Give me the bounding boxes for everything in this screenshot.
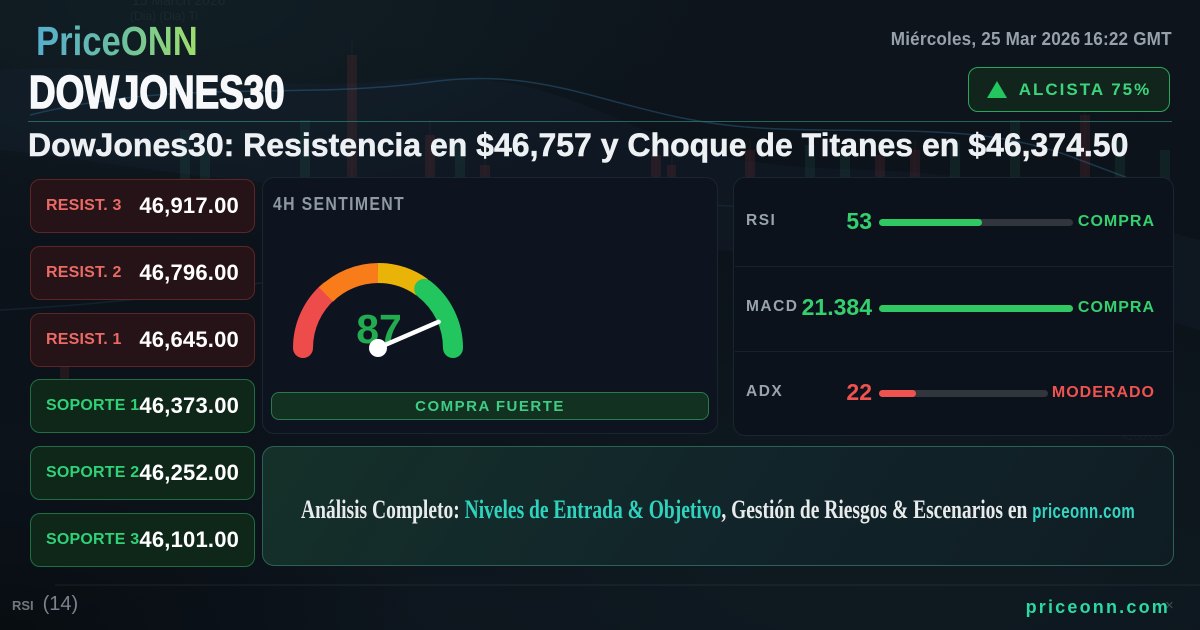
svg-text:×: × — [1165, 597, 1174, 614]
svg-text:(Dia) (Dia) Ti: (Dia) (Dia) Ti — [130, 9, 198, 23]
svg-text:15 March 2026: 15 March 2026 — [132, 0, 226, 8]
